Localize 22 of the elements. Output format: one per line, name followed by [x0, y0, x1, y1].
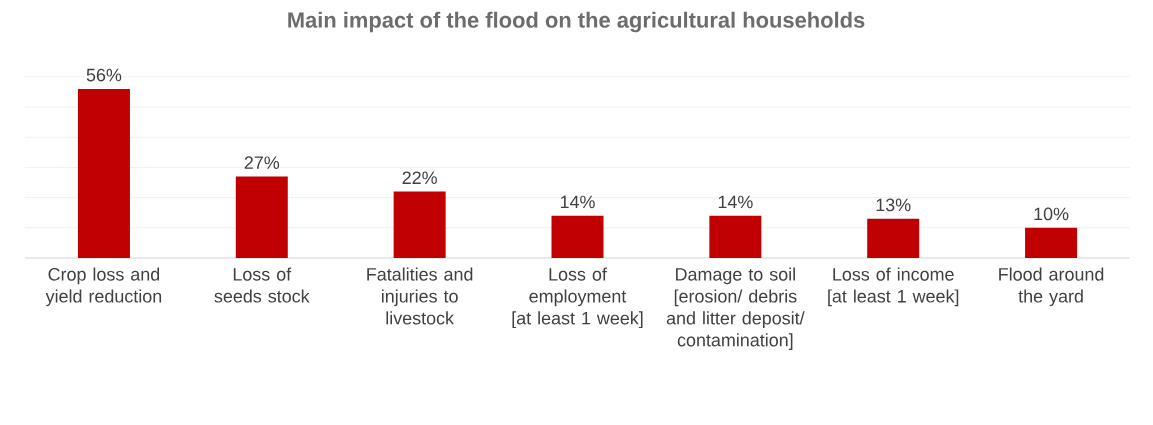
data-label: 22%	[402, 171, 437, 185]
data-label: 14%	[560, 195, 595, 209]
bar	[393, 191, 446, 258]
bar	[235, 176, 288, 258]
data-label: 10%	[1034, 207, 1069, 221]
bar	[551, 215, 604, 258]
x-tick-label: Loss of income [at least 1 week]	[828, 267, 959, 307]
x-tick-label: Crop loss and yield reduction	[45, 267, 162, 307]
x-tick-label: Flood around the yard	[999, 267, 1104, 307]
bar	[77, 88, 130, 258]
bar	[1025, 227, 1078, 258]
data-label: 13%	[876, 198, 911, 212]
data-label: 56%	[86, 68, 122, 82]
x-tick-label: Damage to soil [erosion/ debris and litter deposit/ contamination]	[666, 267, 805, 350]
x-tick-label: Loss of seeds stock	[214, 267, 310, 303]
bar	[709, 215, 762, 258]
data-label: 27%	[244, 156, 280, 169]
bar	[867, 218, 920, 258]
data-label: 14%	[718, 195, 753, 209]
x-tick-label: Fatalities and injuries to livestock	[367, 267, 473, 325]
x-tick-label: Loss of employment [at least 1 week]	[512, 267, 643, 329]
chart-title: Main impact of the flood on the agricultural households	[288, 11, 865, 33]
